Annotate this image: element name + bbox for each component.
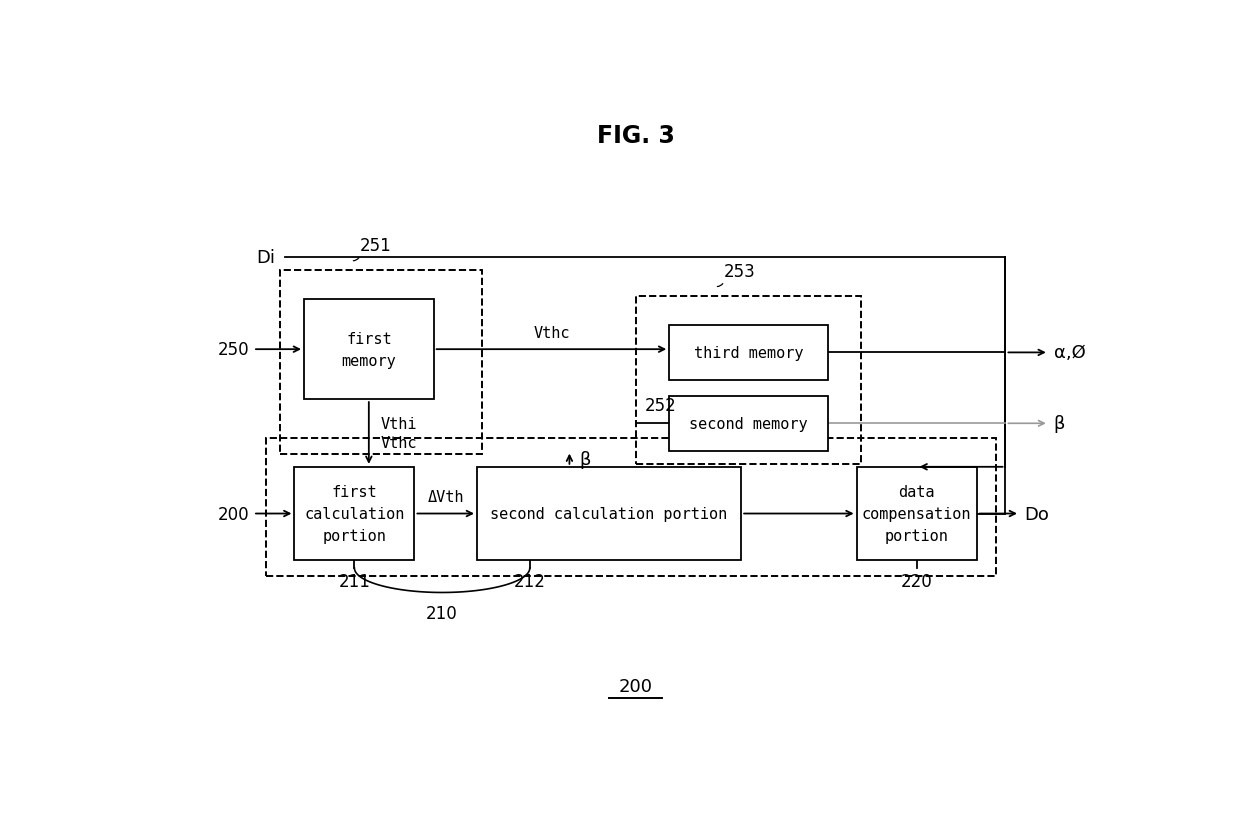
- Text: 251: 251: [360, 237, 392, 255]
- Text: β: β: [579, 451, 590, 468]
- Bar: [304, 300, 434, 400]
- Text: Vthc: Vthc: [533, 325, 569, 340]
- Text: 253: 253: [724, 263, 756, 281]
- Bar: [265, 438, 996, 577]
- Text: 252: 252: [645, 396, 677, 414]
- Text: FIG. 3: FIG. 3: [596, 124, 675, 148]
- Text: second calculation portion: second calculation portion: [491, 507, 728, 522]
- Text: Do: Do: [1024, 505, 1049, 522]
- Text: first
calculation
portion: first calculation portion: [304, 484, 404, 543]
- Bar: [670, 396, 828, 451]
- Text: β: β: [1054, 415, 1065, 433]
- Text: Vthi: Vthi: [381, 416, 417, 431]
- Text: 212: 212: [513, 572, 546, 590]
- Text: Vthc: Vthc: [381, 436, 417, 451]
- Bar: [670, 325, 828, 380]
- Text: second memory: second memory: [689, 416, 807, 431]
- Text: α,Ø: α,Ø: [1054, 344, 1085, 362]
- Text: 200: 200: [619, 677, 652, 695]
- Text: 250: 250: [217, 341, 249, 359]
- Bar: [294, 467, 414, 561]
- Text: Di: Di: [257, 249, 275, 267]
- Text: 211: 211: [339, 572, 371, 590]
- Bar: [635, 297, 862, 464]
- Bar: [857, 467, 977, 561]
- Text: ΔVth: ΔVth: [428, 489, 464, 504]
- Bar: [477, 467, 742, 561]
- Text: third memory: third memory: [693, 345, 804, 360]
- Text: 200: 200: [217, 505, 249, 522]
- Text: 220: 220: [900, 572, 932, 590]
- Bar: [280, 271, 481, 454]
- Text: first
memory: first memory: [341, 331, 397, 369]
- Text: 210: 210: [427, 604, 458, 622]
- Text: data
compensation
portion: data compensation portion: [862, 484, 971, 543]
